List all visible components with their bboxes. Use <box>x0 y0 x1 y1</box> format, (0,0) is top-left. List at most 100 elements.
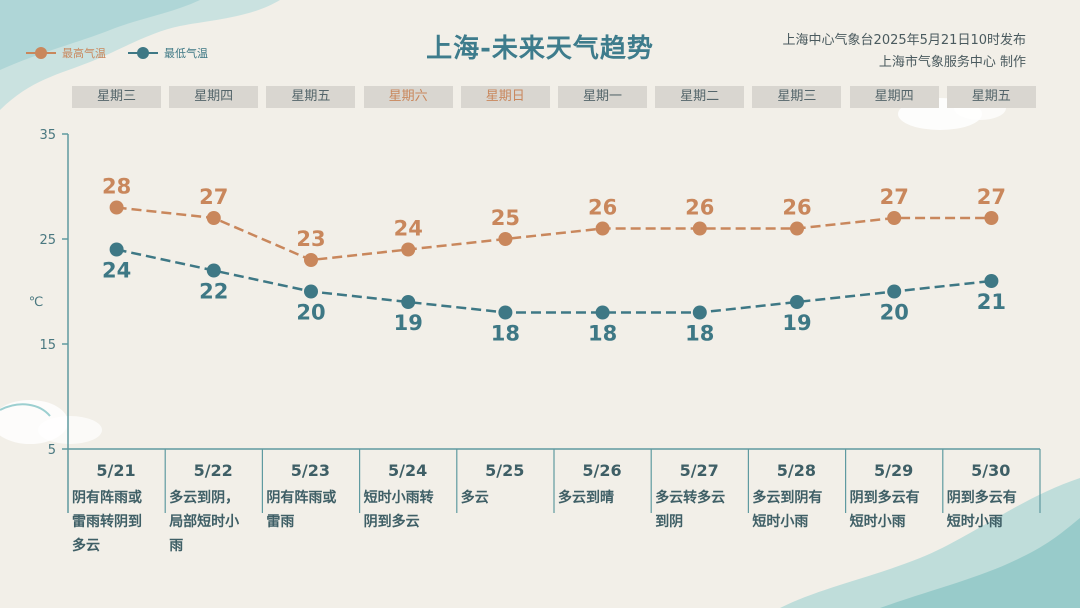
data-point-low <box>887 284 902 299</box>
data-label-high: 27 <box>199 185 228 209</box>
data-point-high <box>984 211 999 225</box>
data-label-low: 20 <box>880 301 909 325</box>
forecast-column: 5/30 阴到多云有短时小雨 <box>943 456 1039 534</box>
data-point-low <box>109 242 124 257</box>
weather-description: 阴有阵雨或 <box>266 490 337 506</box>
y-tick-label: 5 <box>48 443 56 458</box>
weather-description: 局部短时小 <box>169 514 240 530</box>
data-point-high <box>401 242 416 257</box>
weekday-label: 星期三 <box>752 86 842 108</box>
weather-description: 多云转多云 <box>655 490 726 506</box>
data-point-low <box>206 263 221 278</box>
data-label-low: 22 <box>199 280 228 304</box>
data-point-high <box>790 221 804 236</box>
x-tick-label: 5/29 <box>873 461 914 480</box>
weather-description: 短时小雨转 <box>363 490 434 506</box>
data-point-high <box>206 211 221 225</box>
weekday-label: 星期五 <box>266 86 356 108</box>
legend-label-low: 最低气温 <box>164 47 208 60</box>
data-point-low <box>692 305 707 320</box>
weather-description: 雨 <box>169 538 184 554</box>
source-line-producer: 上海市气象服务中心 制作 <box>878 55 1026 70</box>
data-point-low <box>595 305 610 320</box>
data-label-high: 27 <box>880 185 909 209</box>
data-label-high: 23 <box>296 227 325 251</box>
weather-description: 阴到多云有 <box>849 490 920 506</box>
y-tick-label: 15 <box>39 338 56 353</box>
weekday-label: 星期日 <box>460 86 550 108</box>
data-point-high <box>595 221 610 236</box>
y-axis-unit-label: ℃ <box>29 295 44 310</box>
weekday-label: 星期四 <box>169 86 259 108</box>
data-label-high: 26 <box>588 196 617 220</box>
data-label-high: 26 <box>782 196 811 220</box>
source-line-issuer: 上海中心气象台2025年5月21日10时发布 <box>782 33 1026 48</box>
weekday-label: 星期三 <box>72 86 161 108</box>
x-tick-label: 5/23 <box>290 461 331 480</box>
data-point-high <box>887 211 902 225</box>
weather-description: 多云 <box>72 538 100 554</box>
data-label-low: 21 <box>977 290 1006 314</box>
legend-item-low: 最低气温 <box>128 45 208 61</box>
weekday-label: 星期二 <box>655 86 745 108</box>
weekday-label: 星期一 <box>558 86 647 108</box>
series-line-low <box>116 248 992 314</box>
x-tick-label: 5/28 <box>776 461 817 480</box>
high-temp-marker-icon <box>26 47 56 59</box>
weather-description: 阴到多云有 <box>946 490 1017 506</box>
x-tick-label: 5/27 <box>679 461 719 480</box>
y-tick-label: 35 <box>39 128 56 143</box>
forecast-column: 5/28 多云到阴有短时小雨 <box>748 456 844 534</box>
x-tick-label: 5/30 <box>971 461 1011 480</box>
weather-description: 短时小雨 <box>946 514 1003 530</box>
weather-description: 短时小雨 <box>849 514 906 530</box>
y-tick-label: 25 <box>39 233 56 248</box>
weather-description: 阴有阵雨或 <box>72 490 142 506</box>
source-info: 上海中心气象台2025年5月21日10时发布 上海市气象服务中心 制作 <box>783 30 1026 74</box>
weekday-label: 星期五 <box>946 86 1036 108</box>
weather-description: 多云到阴有 <box>752 490 823 506</box>
data-point-high <box>692 221 707 236</box>
weather-description: 多云到阴， <box>169 490 240 506</box>
legend: 最高气温 最低气温 <box>26 45 208 61</box>
forecast-column: 5/24 短时小雨转 阴到多云 <box>360 456 456 534</box>
page-title: 上海-未来天气趋势 <box>426 34 654 64</box>
data-point-low <box>498 305 513 320</box>
forecast-column: 5/22 多云到阴， 局部短时小雨 <box>165 456 261 558</box>
data-label-high: 24 <box>394 217 423 241</box>
series-line-high <box>116 206 992 262</box>
weather-description: 短时小雨 <box>752 514 809 530</box>
data-label-low: 18 <box>588 322 617 346</box>
data-label-low: 18 <box>491 322 520 346</box>
weather-description: 到阴 <box>655 514 684 530</box>
weather-description: 雷雨 <box>266 514 295 530</box>
data-label-low: 19 <box>782 311 811 335</box>
data-label-low: 20 <box>296 301 325 325</box>
low-temp-marker-icon <box>128 47 158 59</box>
weather-description: 多云到晴 <box>558 490 614 506</box>
weather-description: 雷雨转阴到 <box>72 514 142 530</box>
forecast-column: 5/23 阴有阵雨或雷雨 <box>262 456 358 534</box>
data-label-high: 26 <box>685 196 714 220</box>
forecast-column: 5/29 阴到多云有短时小雨 <box>846 456 942 534</box>
data-point-low <box>790 295 804 309</box>
data-point-high <box>498 232 513 246</box>
weekday-label: 星期四 <box>849 86 939 108</box>
data-label-high: 27 <box>977 185 1006 209</box>
data-point-low <box>401 295 416 309</box>
data-label-high: 28 <box>102 175 131 199</box>
weather-description: 多云 <box>460 490 489 506</box>
legend-item-high: 最高气温 <box>26 45 106 61</box>
data-point-high <box>109 200 124 215</box>
forecast-column: 5/26 多云到晴 <box>554 456 650 510</box>
weekday-label: 星期六 <box>363 86 453 108</box>
x-tick-label: 5/25 <box>485 461 525 480</box>
x-tick-label: 5/22 <box>193 461 233 480</box>
x-tick-label: 5/26 <box>582 461 622 480</box>
x-tick-label: 5/21 <box>96 461 136 480</box>
forecast-column: 5/27 多云转多云到阴 <box>651 456 747 534</box>
data-label-low: 19 <box>394 311 423 335</box>
forecast-column: 5/21 阴有阵雨或雷雨转阴到多云 <box>68 456 164 558</box>
weekday-row: 星期三 星期四 星期五 星期六 星期日 星期一 星期二 星期三 星期四 星期五 <box>68 86 1038 108</box>
